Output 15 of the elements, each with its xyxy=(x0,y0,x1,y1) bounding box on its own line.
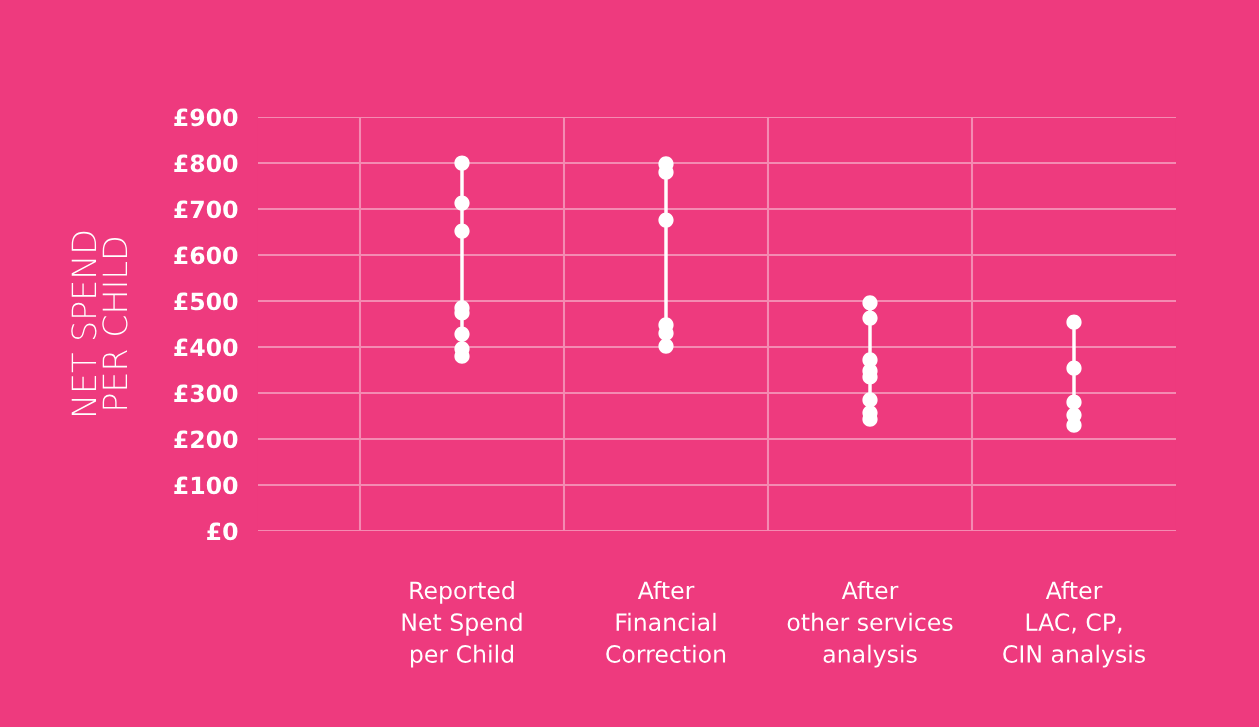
y-tick-label: £600 xyxy=(174,246,238,265)
x-tick-label: After other services analysis xyxy=(787,581,953,668)
y-tick-label: £200 xyxy=(174,430,238,449)
y-tick-label: £700 xyxy=(174,200,238,219)
y-tick-label: £400 xyxy=(174,338,238,357)
y-tick-label: £300 xyxy=(174,384,238,403)
y-axis-title: NET SPEND PER CHILD xyxy=(71,231,128,415)
x-tick-label: After Financial Correction xyxy=(606,581,726,663)
y-tick-label: £800 xyxy=(174,154,238,173)
y-tick-label: £100 xyxy=(174,476,238,495)
y-tick-label: £500 xyxy=(174,292,238,311)
x-tick-label: After LAC, CP, CIN analysis xyxy=(1003,581,1145,668)
x-tick-label: Reported Net Spend per Child xyxy=(402,581,522,668)
y-tick-label: £0 xyxy=(207,522,238,541)
y-tick-label: £900 xyxy=(174,108,238,127)
